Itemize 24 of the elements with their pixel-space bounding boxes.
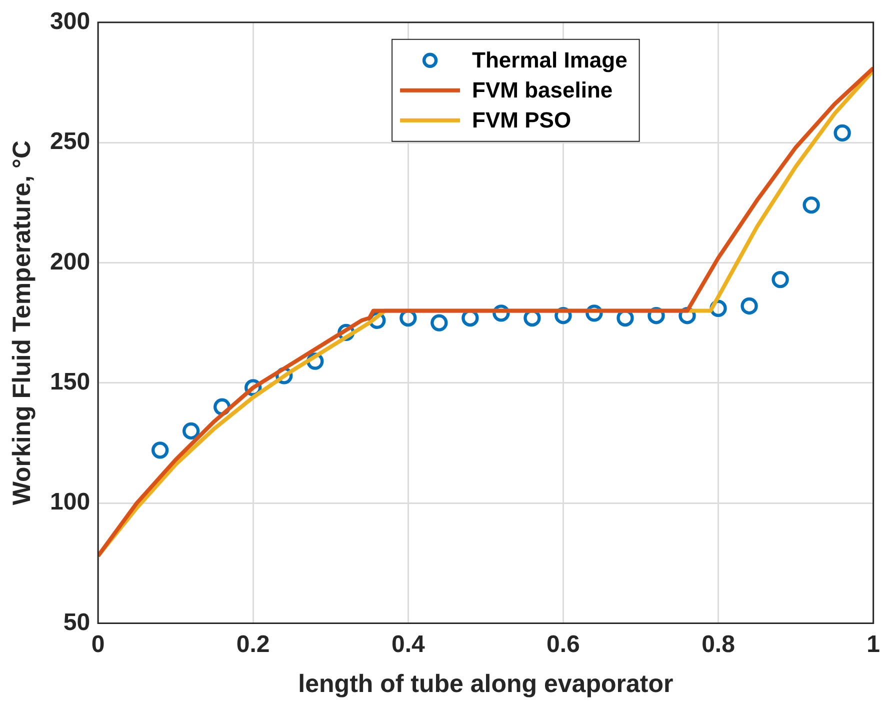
y-tick-label: 100 — [50, 488, 90, 516]
x-tick-label: 0.8 — [702, 631, 735, 658]
y-tick-label: 150 — [50, 368, 90, 396]
legend-label: FVM baseline — [472, 77, 613, 102]
point — [834, 124, 851, 142]
legend-label: Thermal Image — [472, 47, 628, 72]
x-tick-label: 0 — [91, 631, 105, 658]
y-tick-label: 50 — [63, 608, 90, 636]
x-tick-label: 1 — [866, 631, 880, 658]
y-axis-title: Working Fluid Temperature, °C — [8, 140, 36, 506]
point — [430, 314, 448, 332]
y-tick-label: 200 — [50, 248, 90, 276]
y-tick-label: 300 — [50, 8, 90, 36]
point — [772, 270, 789, 288]
point — [802, 196, 820, 214]
x-tick-label: 0.6 — [546, 631, 580, 658]
x-tick-label: 0.2 — [236, 631, 270, 658]
y-tick-label: 250 — [50, 128, 90, 156]
x-axis-title: length of tube along evaporator — [298, 670, 674, 698]
legend-label: FVM PSO — [472, 107, 572, 132]
point — [740, 297, 758, 315]
point — [182, 422, 200, 440]
x-tick-label: 0.4 — [391, 631, 426, 658]
point — [151, 442, 169, 459]
